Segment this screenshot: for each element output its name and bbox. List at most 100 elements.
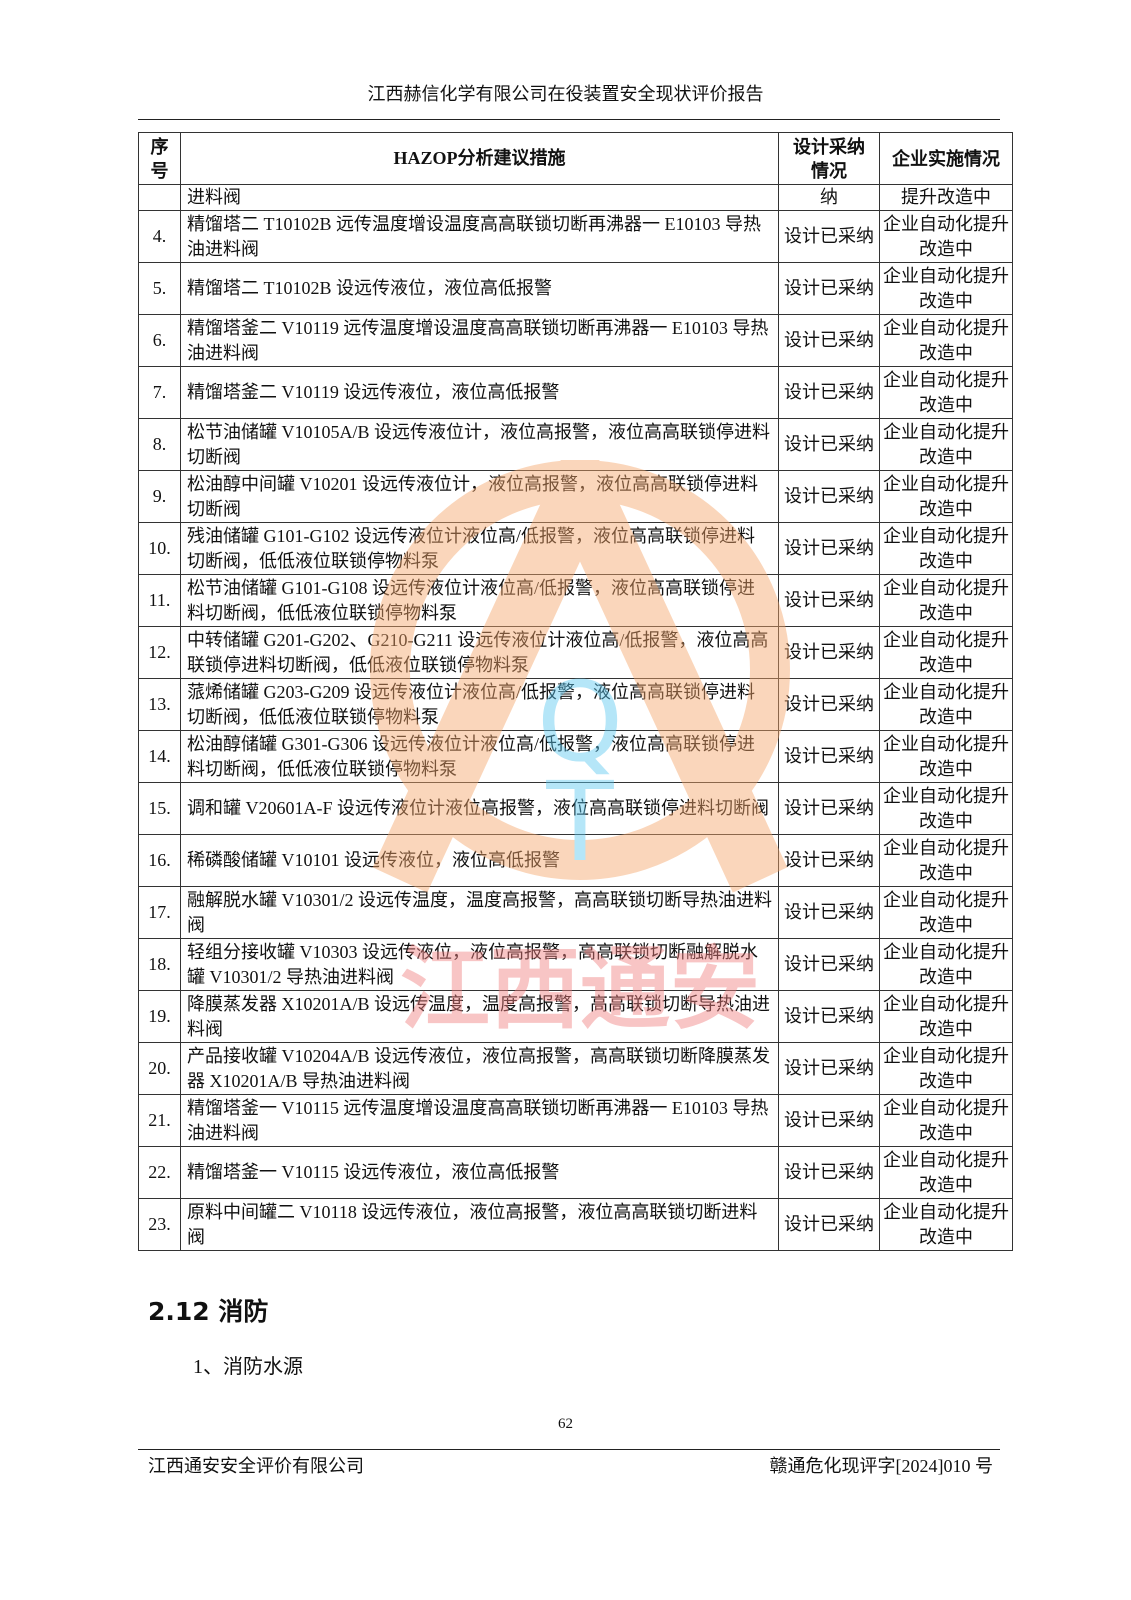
impl-cell: 企业自动化提升改造中 [879, 1042, 1013, 1095]
table-row: 12. 中转储罐 G201-G202、G210-G211 设远传液位计液位高/低报… [138, 626, 1013, 679]
row-number: 23. [138, 1198, 181, 1251]
table-row: 14. 松油醇储罐 G301-G306 设远传液位计液位高/低报警，液位高高联锁停… [138, 730, 1013, 783]
page-header-title: 江西赫信化学有限公司在役装置安全现状评价报告 [367, 84, 764, 104]
table-row: 7. 精馏塔釜二 V10119 设远传液位，液位高低报警 设计已采纳 企业自动化提升改… [138, 366, 1013, 419]
measure-cell: 蒎烯储罐 G203-G209 设远传液位计液位高/低报警，液位高高联锁停进料切断… [180, 678, 779, 731]
row-number: 17. [138, 886, 181, 939]
design-cell: 设计已采纳 [778, 1198, 880, 1251]
design-cell: 设计已采纳 [778, 210, 880, 263]
design-cell: 设计已采纳 [778, 938, 880, 991]
hazop-table: 序号 HAZOP分析建议措施 设计采纳情况 企业实施情况 进料阀 纳 提升改造中… [138, 132, 1013, 1251]
measure-cell: 调和罐 V20601A-F 设远传液位计液位高报警，液位高高联锁停进料切断阀 [180, 782, 779, 835]
row-number: 19. [138, 990, 181, 1043]
row-number: 5. [138, 262, 181, 315]
design-cell: 设计已采纳 [778, 1146, 880, 1199]
impl-cell: 企业自动化提升改造中 [879, 626, 1013, 679]
measure-cell: 精馏塔釜一 V10115 设远传液位，液位高低报警 [180, 1146, 779, 1199]
impl-cell: 企业自动化提升改造中 [879, 1198, 1013, 1251]
table-row: 9. 松油醇中间罐 V10201 设远传液位计，液位高报警，液位高高联锁停进料切断… [138, 470, 1013, 523]
design-cell: 设计已采纳 [778, 366, 880, 419]
measure-cell: 轻组分接收罐 V10303 设远传液位，液位高报警，高高联锁切断融解脱水罐 V1… [180, 938, 779, 991]
measure-cell: 松节油储罐 G101-G108 设远传液位计液位高/低报警，液位高高联锁停进料切… [180, 574, 779, 627]
impl-cell: 企业自动化提升改造中 [879, 782, 1013, 835]
measure-cell: 精馏塔二 T10102B 设远传液位，液位高低报警 [180, 262, 779, 315]
design-cell: 设计已采纳 [778, 626, 880, 679]
table-row: 15. 调和罐 V20601A-F 设远传液位计液位高报警，液位高高联锁停进料切断… [138, 782, 1013, 835]
row-number: 4. [138, 210, 181, 263]
table-row: 4. 精馏塔二 T10102B 远传温度增设温度高高联锁切断再沸器一 E10103… [138, 210, 1013, 263]
col-header-impl: 企业实施情况 [879, 132, 1013, 185]
table-row: 17. 融解脱水罐 V10301/2 设远传温度，温度高报警，高高联锁切断导热油进… [138, 886, 1013, 939]
impl-cell: 企业自动化提升改造中 [879, 834, 1013, 887]
design-cell: 设计已采纳 [778, 730, 880, 783]
row-number: 6. [138, 314, 181, 367]
design-cell: 设计已采纳 [778, 1094, 880, 1147]
measure-cell: 松油醇储罐 G301-G306 设远传液位计液位高/低报警，液位高高联锁停进料切… [180, 730, 779, 783]
table-row: 23. 原料中间罐二 V10118 设远传液位，液位高报警，液位高高联锁切断进料阀… [138, 1198, 1013, 1251]
impl-cell: 企业自动化提升改造中 [879, 418, 1013, 471]
impl-cell: 企业自动化提升改造中 [879, 1094, 1013, 1147]
table-row: 19. 降膜蒸发器 X10201A/B 设远传温度，温度高报警，高高联锁切断导热油… [138, 990, 1013, 1043]
measure-cell: 精馏塔二 T10102B 远传温度增设温度高高联锁切断再沸器一 E10103 导… [180, 210, 779, 263]
row-number: 18. [138, 938, 181, 991]
table-row: 13. 蒎烯储罐 G203-G209 设远传液位计液位高/低报警，液位高高联锁停进… [138, 678, 1013, 731]
footer-report-number: 赣通危化现评字[2024]010 号 [769, 1456, 994, 1476]
table-row: 21. 精馏塔釜一 V10115 远传温度增设温度高高联锁切断再沸器一 E1010… [138, 1094, 1013, 1147]
table-row: 11. 松节油储罐 G101-G108 设远传液位计液位高/低报警，液位高高联锁停… [138, 574, 1013, 627]
row-number: 16. [138, 834, 181, 887]
measure-cell: 残油储罐 G101-G102 设远传液位计液位高/低报警，液位高高联锁停进料切断… [180, 522, 779, 575]
design-cell: 设计已采纳 [778, 782, 880, 835]
row-number: 14. [138, 730, 181, 783]
impl-cell: 企业自动化提升改造中 [879, 366, 1013, 419]
table-row: 20. 产品接收罐 V10204A/B 设远传液位，液位高报警，高高联锁切断降膜蒸… [138, 1042, 1013, 1095]
row-number: 10. [138, 522, 181, 575]
table-row: 10. 残油储罐 G101-G102 设远传液位计液位高/低报警，液位高高联锁停进… [138, 522, 1013, 575]
row-number: 12. [138, 626, 181, 679]
impl-cell: 企业自动化提升改造中 [879, 678, 1013, 731]
col-header-design: 设计采纳情况 [778, 132, 880, 185]
measure-cell: 融解脱水罐 V10301/2 设远传温度，温度高报警，高高联锁切断导热油进料阀 [180, 886, 779, 939]
table-row: 5. 精馏塔二 T10102B 设远传液位，液位高低报警 设计已采纳 企业自动化提升改… [138, 262, 1013, 315]
section-title: 2.12 消防 [148, 1297, 269, 1326]
measure-cell: 产品接收罐 V10204A/B 设远传液位，液位高报警，高高联锁切断降膜蒸发器 … [180, 1042, 779, 1095]
measure-cell: 中转储罐 G201-G202、G210-G211 设远传液位计液位高/低报警，液… [180, 626, 779, 679]
design-cell: 设计已采纳 [778, 574, 880, 627]
section-subtitle: 1、消防水源 [193, 1356, 303, 1378]
footer-company: 江西通安安全评价有限公司 [148, 1456, 364, 1476]
measure-cell: 精馏塔釜二 V10119 设远传液位，液位高低报警 [180, 366, 779, 419]
header-divider [138, 119, 1000, 120]
measure-cell: 精馏塔釜二 V10119 远传温度增设温度高高联锁切断再沸器一 E10103 导… [180, 314, 779, 367]
row-number: 22. [138, 1146, 181, 1199]
row-number: 13. [138, 678, 181, 731]
footer-divider [138, 1449, 1000, 1450]
design-cell: 设计已采纳 [778, 834, 880, 887]
row-number: 8. [138, 418, 181, 471]
design-cell: 设计已采纳 [778, 418, 880, 471]
table-row-continuation: 进料阀 纳 提升改造中 [138, 184, 1013, 211]
measure-cell: 松节油储罐 V10105A/B 设远传液位计，液位高报警，液位高高联锁停进料切断… [180, 418, 779, 471]
impl-cell: 企业自动化提升改造中 [879, 730, 1013, 783]
impl-cell: 企业自动化提升改造中 [879, 522, 1013, 575]
design-cell: 设计已采纳 [778, 522, 880, 575]
row-number: 11. [138, 574, 181, 627]
page-number: 62 [558, 1416, 573, 1432]
row-number: 15. [138, 782, 181, 835]
measure-cell: 降膜蒸发器 X10201A/B 设远传温度，温度高报警，高高联锁切断导热油进料阀 [180, 990, 779, 1043]
impl-cell: 提升改造中 [879, 184, 1013, 211]
row-number: 7. [138, 366, 181, 419]
measure-cell: 精馏塔釜一 V10115 远传温度增设温度高高联锁切断再沸器一 E10103 导… [180, 1094, 779, 1147]
impl-cell: 企业自动化提升改造中 [879, 938, 1013, 991]
impl-cell: 企业自动化提升改造中 [879, 990, 1013, 1043]
design-cell: 设计已采纳 [778, 678, 880, 731]
impl-cell: 企业自动化提升改造中 [879, 314, 1013, 367]
design-cell: 设计已采纳 [778, 262, 880, 315]
measure-cell: 松油醇中间罐 V10201 设远传液位计，液位高报警，液位高高联锁停进料切断阀 [180, 470, 779, 523]
design-cell: 设计已采纳 [778, 470, 880, 523]
row-number: 20. [138, 1042, 181, 1095]
design-cell: 纳 [778, 184, 880, 211]
table-row: 16. 稀磷酸储罐 V10101 设远传液位，液位高低报警 设计已采纳 企业自动化提升… [138, 834, 1013, 887]
impl-cell: 企业自动化提升改造中 [879, 574, 1013, 627]
table-row: 8. 松节油储罐 V10105A/B 设远传液位计，液位高报警，液位高高联锁停进料… [138, 418, 1013, 471]
table-row: 22. 精馏塔釜一 V10115 设远传液位，液位高低报警 设计已采纳 企业自动化提升… [138, 1146, 1013, 1199]
